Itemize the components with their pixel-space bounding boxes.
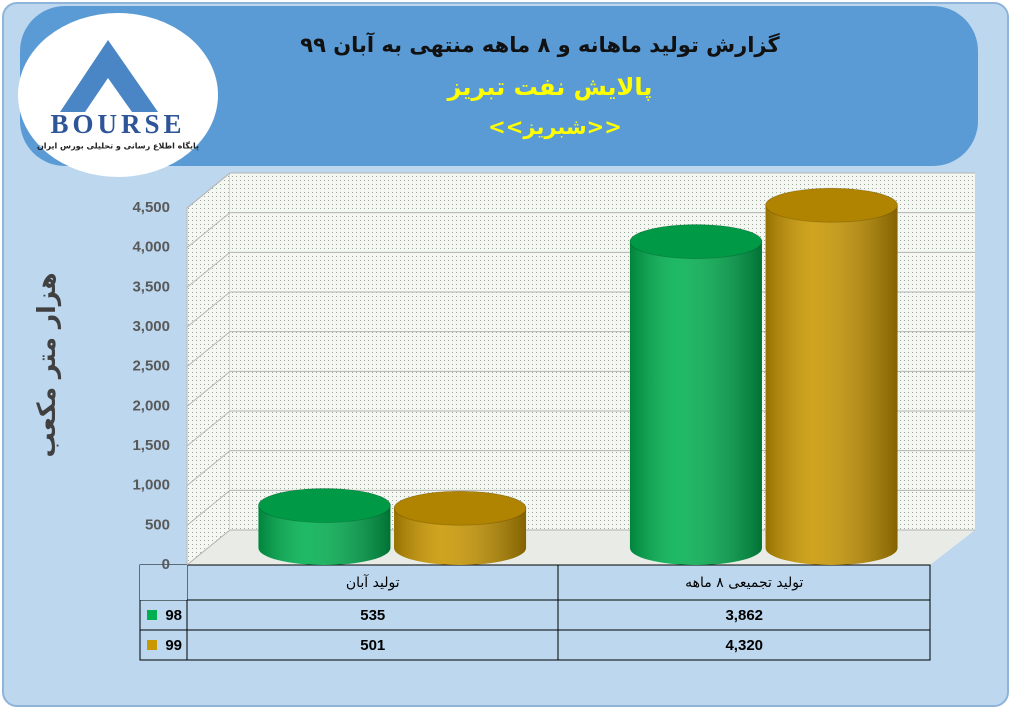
bar-top (393, 490, 527, 526)
table-value: 501 (360, 637, 385, 654)
logo-bg (18, 13, 218, 177)
y-tick-label: 1,000 (132, 477, 170, 494)
legend-swatch (147, 610, 157, 620)
y-tick-label: 3,000 (132, 318, 170, 335)
y-tick-label: 4,500 (132, 199, 170, 216)
bar-top-shade (258, 488, 391, 523)
logo-tagline: پایگاه اطلاع رسانی و تحلیلی بورس ایران (37, 141, 199, 152)
y-tick-label: 2,500 (132, 358, 170, 375)
header (20, 6, 978, 166)
y-tick-label: 500 (145, 516, 170, 533)
company: <<شبریز>> (488, 115, 622, 139)
y-axis-label: هزار متر مکعب (32, 272, 62, 457)
chart-title: گزارش تولید ماهانه و ۸ ماهه منتهی به آبا… (300, 32, 780, 57)
table-value: 3,862 (725, 607, 763, 624)
legend-label: 99 (165, 637, 182, 654)
bar-top (765, 187, 899, 223)
bar-shade (629, 224, 762, 565)
y-tick-label: 2,000 (132, 397, 170, 414)
x-tick-label: تولید آبان (346, 574, 400, 591)
bar-top-shade (394, 491, 527, 526)
bar-top-shade (765, 188, 898, 223)
table-corner (140, 565, 187, 600)
bar-top-shade (629, 224, 762, 259)
legend-swatch (147, 640, 157, 650)
table-value: 535 (360, 607, 385, 624)
y-tick-label: 1,500 (132, 437, 170, 454)
legend-label: 98 (165, 607, 182, 624)
grid-line (186, 172, 975, 209)
x-tick-label: تولید تجمیعی ۸ ماهه (685, 575, 803, 591)
table-value: 4,320 (725, 637, 763, 654)
side-wall (186, 171, 231, 567)
logo-name: BOURSE (50, 109, 185, 139)
y-tick-label: 0 (162, 556, 170, 573)
logo-icon (60, 40, 158, 112)
bar-top (257, 488, 391, 524)
y-tick-label: 4,000 (132, 239, 170, 256)
bar-top (629, 224, 763, 260)
grid-line (186, 212, 975, 249)
data-table (139, 564, 931, 661)
chart-subtitle: پالایش نفت تبریز (447, 73, 653, 101)
bar-shade (765, 188, 898, 565)
y-tick-label: 3,500 (132, 278, 170, 295)
